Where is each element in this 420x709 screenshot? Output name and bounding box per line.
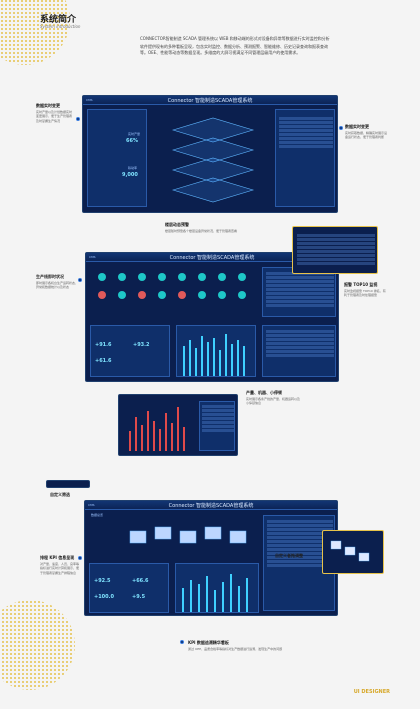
annotation-10-desc: 通过 OEE、品质合格率等指标对生产数据进行追溯，发现生产中的问题 <box>188 647 283 651</box>
logo: CMS <box>88 503 95 507</box>
logo: CMS <box>86 98 93 102</box>
title-bar: CMS Connector 智能制造SCADA管理系统 <box>83 96 337 105</box>
pointer-dot <box>76 117 80 121</box>
kpi-d: +9.5 <box>132 594 146 600</box>
intro-text: CONNECTOR智能制造 SCADA 管理系统以 WEB 和移动端的形式对设备… <box>140 36 330 59</box>
screen-1: CMS Connector 智能制造SCADA管理系统 实时产量 66% 稼动率… <box>82 95 338 213</box>
kpi-a: +91.6 <box>95 342 112 348</box>
kpi1-value: 66% <box>126 138 138 144</box>
logo: CMS <box>89 255 96 259</box>
breadcrumb[interactable]: 数据总览 <box>91 513 104 517</box>
kpi2-value: 9,000 <box>122 172 138 178</box>
annotation-9-title: 排程 KPI 信息呈现 <box>40 555 75 560</box>
left-panel: 实时产量 66% 稼动率 9,000 <box>87 109 147 207</box>
annotation-2-desc: 实时获取数据，精确实时展示设备运行状态，便于管理者判断 <box>345 131 388 140</box>
annotation-4-desc: 即时展示各机台生产运转状态、异常和数据统计以及状态 <box>36 281 79 290</box>
right-panel <box>275 109 335 207</box>
kpi1-label: 实时产量 <box>128 132 141 136</box>
title-bar: CMS Connector 智能制造SCADA管理系统 <box>85 501 337 510</box>
app-title: Connector 智能制造SCADA管理系统 <box>169 255 255 261</box>
pointer-dot <box>180 640 184 644</box>
annotation-1-title: 数据实时变更 <box>36 103 60 108</box>
kpi-a: +92.5 <box>94 578 111 584</box>
dot-pattern-bottom <box>0 600 75 690</box>
production-bar-chart <box>176 325 256 377</box>
building-3d-graphic <box>171 117 255 203</box>
alarm-table <box>262 267 336 317</box>
screen-2: CMS Connector 智能制造SCADA管理系统 +91.6 +93.2 … <box>85 252 339 382</box>
alarm-zoom-callout <box>292 226 378 274</box>
right-lower-panel <box>262 325 336 377</box>
intro-paragraph-2: 软件提供现有的多种看板呈现，包含实时监控、数据分析、预测报警、智能维修、历史记录… <box>140 44 328 56</box>
annotation-7-title: 自定义筛选 <box>50 492 70 497</box>
annotation-2-title: 数据实时变更 <box>345 124 369 129</box>
app-title: Connector 智能制造SCADA管理系统 <box>168 503 254 509</box>
annotation-8-title: 自定义者拖调整 <box>275 553 303 558</box>
annotation-6-title: 产量、机器、小停顿 <box>246 390 282 395</box>
annotation-3-desc: 楼层随时预警各个楼层设备异常状况，便于管理者查看 <box>165 229 238 233</box>
pointer-dot <box>339 126 343 130</box>
diagram-zoom-callout <box>322 530 384 574</box>
annotation-6-desc: 实时展示各条产线的产量、机器运转以及小停顿信息 <box>246 397 301 406</box>
annotation-5-title: 报警 TOP10 监视 <box>344 282 378 287</box>
section-title: 系统简介 <box>40 15 77 25</box>
production-zoom-callout <box>118 394 238 456</box>
section-subtitle: System introduction <box>40 24 81 29</box>
annotation-10-title: KPI 数据追溯精华看板 <box>188 640 229 645</box>
kpi2-label: 稼动率 <box>128 166 138 170</box>
kpi-panel: +92.5 +66.6 +100.0 +9.5 <box>89 563 169 613</box>
annotation-4-title: 生产线即时状况 <box>36 274 64 279</box>
dot-pattern-top <box>0 0 70 65</box>
kpi-panel: +91.6 +93.2 +61.6 <box>90 325 170 377</box>
pointer-dot <box>78 278 82 282</box>
kpi-c: +61.6 <box>95 358 112 364</box>
line-flow-diagram <box>129 526 247 544</box>
annotation-5-desc: 实时监视报警 TOP10 排名，有利于管理者及时处理报警 <box>344 289 386 298</box>
kpi-b: +66.6 <box>132 578 149 584</box>
title-bar: CMS Connector 智能制造SCADA管理系统 <box>86 253 338 262</box>
intro-paragraph-1: CONNECTOR智能制造 SCADA 管理系统以 WEB 和移动端的形式对设备… <box>140 36 330 41</box>
brand-footer: UI DESIGNER <box>353 689 390 695</box>
pointer-dot <box>78 556 82 560</box>
trend-bar-chart <box>175 563 259 613</box>
kpi-c: +100.0 <box>94 594 115 600</box>
filter-bar-thumb <box>46 480 90 488</box>
annotation-1-desc: 实时产量以及计划数据实时变更展示，便于生产管理者及时掌握生产情况 <box>36 110 73 123</box>
kpi-b: +93.2 <box>133 342 150 348</box>
machine-status-grid <box>98 273 246 299</box>
app-title: Connector 智能制造SCADA管理系统 <box>167 98 253 104</box>
annotation-9-desc: 对产量、速度、人员、良率等指标进行实时计算和展示，便于管理者掌握生产排程信息 <box>40 562 80 575</box>
annotation-3-title: 楼层动态预警 <box>165 222 189 227</box>
